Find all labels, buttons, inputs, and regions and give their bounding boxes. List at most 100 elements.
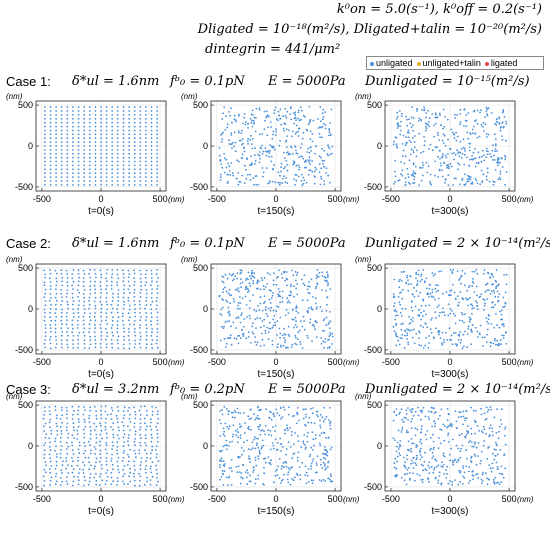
data-point [267,114,269,116]
case-modulus-3: E = 5000Pa [268,382,346,397]
data-point [61,280,63,283]
data-point [312,119,315,122]
data-point [439,114,441,117]
data-point [436,306,439,308]
data-point [262,150,265,153]
data-point [283,408,286,411]
data-point [256,417,259,420]
data-point [122,137,125,140]
data-point [87,483,90,486]
data-point [94,149,97,151]
data-point [93,315,96,318]
data-point [111,160,114,163]
data-point [256,317,259,319]
data-point [44,106,46,108]
data-point [121,460,124,462]
data-point [435,411,437,414]
data-point [445,156,448,159]
data-point [133,160,136,163]
data-point [328,327,331,329]
data-point [258,417,261,420]
data-point [401,426,404,429]
data-point [238,290,240,293]
data-point [294,342,296,345]
data-point [122,307,125,310]
data-point [302,176,305,179]
data-point [128,141,131,144]
data-point [127,299,130,302]
data-point [485,175,488,178]
data-point [223,171,226,174]
data-point [281,334,284,337]
data-point [450,294,452,296]
data-point [295,149,297,152]
data-point [234,119,237,121]
data-point [277,293,279,296]
data-point [274,106,277,109]
data-point [435,327,437,330]
data-point [401,307,404,310]
data-point [486,410,489,413]
data-point [105,152,108,155]
data-point [156,168,159,171]
data-point [420,179,423,182]
data-point [314,152,316,155]
data-point [295,131,298,134]
data-point [421,278,423,281]
header-density: dintegrin = 441/μm² [205,42,341,57]
data-point [105,114,108,116]
data-point [241,312,243,315]
data-point [478,332,481,335]
data-point [485,406,488,409]
data-point [439,311,441,314]
data-point [494,441,497,444]
data-point [295,310,298,313]
data-point [150,149,153,151]
data-point [88,307,90,310]
data-point [77,296,79,298]
data-point [156,149,159,151]
data-point [402,134,405,137]
data-point [241,157,244,160]
data-point [116,145,119,147]
data-point [440,270,443,272]
data-point [60,409,63,412]
data-point [49,110,52,112]
data-point [276,334,278,336]
data-point [49,426,51,429]
data-point [470,182,472,185]
data-point [248,282,251,285]
data-point [117,293,120,295]
data-point [122,269,124,272]
data-point [62,460,64,463]
data-point [224,129,227,131]
data-point [150,471,153,474]
data-point [246,316,248,318]
data-point [138,452,141,455]
data-point [505,120,507,123]
data-point [263,288,265,291]
data-point [243,182,246,185]
data-point [49,168,52,171]
data-point [247,123,250,125]
data-point [285,309,288,311]
data-point [88,184,91,186]
data-point [139,110,142,112]
data-point [72,141,74,144]
data-point [320,177,323,180]
data-point [290,283,292,286]
data-point [417,330,420,333]
data-point [110,426,112,428]
data-point [140,288,143,291]
data-point [432,433,434,436]
data-point [273,415,276,418]
data-point [149,467,152,470]
data-point [43,453,46,456]
data-point [489,467,492,470]
data-point [242,335,245,337]
data-point [295,320,297,323]
data-point [116,149,119,151]
data-point [468,316,471,319]
data-point [486,114,489,117]
data-point [432,440,435,443]
